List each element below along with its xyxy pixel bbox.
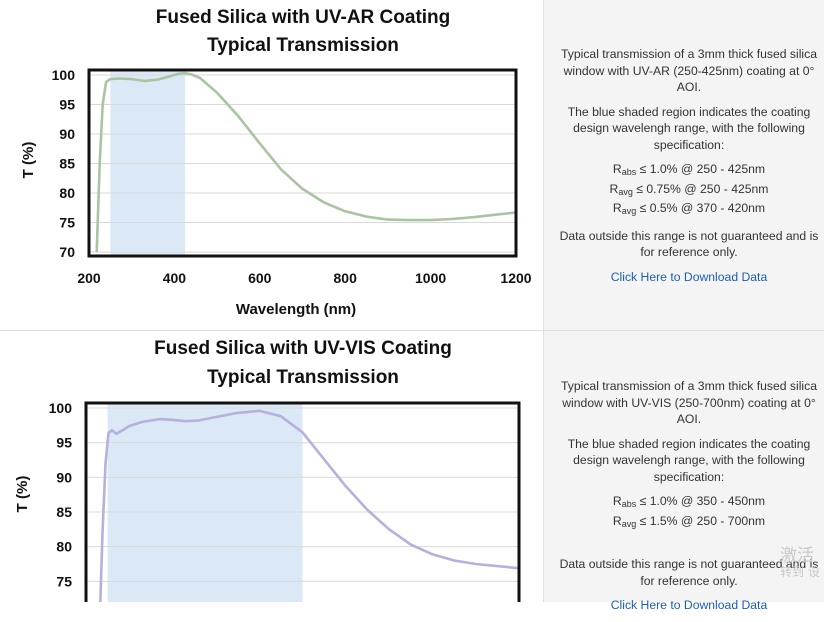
chart-uv-ar: Fused Silica with UV-AR Coating Typical …: [20, 7, 532, 318]
row-uv-ar: Fused Silica with UV-AR Coating Typical …: [0, 0, 824, 330]
row-divider: [0, 330, 824, 331]
shaded-note: The blue shaded region indicates the coa…: [567, 104, 811, 152]
coating-range-shade: [107, 403, 303, 602]
y-tick-label: 75: [59, 215, 75, 231]
x-tick-label: 200: [77, 270, 101, 286]
spec-line: Rabs ≤ 1.0% @ 250 - 425nm: [612, 162, 766, 177]
disclaimer: Data outside this range is not guarantee…: [559, 228, 819, 260]
transmission-line: [99, 409, 520, 602]
y-tick-label: 70: [59, 244, 75, 260]
chart-uv-vis: Fused Silica with UV-VIS Coating Typical…: [14, 338, 521, 602]
plot-frame: [84, 401, 521, 602]
x-axis-label: Wavelength (nm): [236, 301, 356, 318]
y-tick-label: 100: [49, 400, 73, 416]
y-axis-label: T (%): [20, 142, 37, 179]
spec-line: Ravg ≤ 0.75% @ 250 - 425nm: [609, 181, 769, 197]
x-tick-label: 600: [248, 270, 272, 286]
x-tick-label: 1000: [415, 270, 446, 286]
row-uv-vis: Fused Silica with UV-VIS Coating Typical…: [0, 331, 824, 612]
description: Typical transmission of a 3mm thick fuse…: [560, 379, 818, 426]
chart-subtitle: Typical Transmission: [207, 35, 399, 56]
spec-line: Ravg ≤ 0.5% @ 370 - 420nm: [612, 201, 766, 216]
spec-line: Ravg ≤ 1.5% @ 250 - 700nm: [612, 513, 766, 529]
chart-subtitle: Typical Transmission: [207, 367, 399, 388]
transmission-line: [95, 71, 517, 253]
chart-title: Fused Silica with UV-AR Coating: [156, 7, 451, 28]
y-tick-label: 85: [56, 504, 72, 520]
download-data-link[interactable]: Click Here to Download Data: [610, 269, 768, 284]
info-panel-uv-ar: Typical transmission of a 3mm thick fuse…: [543, 0, 824, 330]
chart-cell-uv-vis: Fused Silica with UV-VIS Coating Typical…: [0, 331, 543, 602]
y-tick-label: 95: [56, 435, 72, 451]
chart-title: Fused Silica with UV-VIS Coating: [154, 338, 452, 359]
shaded-note: The blue shaded region indicates the coa…: [567, 436, 811, 484]
y-tick-label: 90: [56, 469, 72, 485]
plot-frame: [87, 68, 518, 258]
x-tick-label: 400: [163, 270, 187, 286]
x-tick-label: 1200: [500, 270, 531, 286]
download-data-link[interactable]: Click Here to Download Data: [610, 598, 768, 612]
y-tick-label: 90: [59, 126, 75, 142]
info-panel-uv-vis: Typical transmission of a 3mm thick fuse…: [543, 331, 824, 612]
spec-line: Rabs ≤ 1.0% @ 350 - 450nm: [612, 494, 766, 509]
chart-cell-uv-ar: Fused Silica with UV-AR Coating Typical …: [0, 0, 543, 330]
description: Typical transmission of a 3mm thick fuse…: [560, 47, 818, 94]
x-tick-label: 800: [334, 270, 358, 286]
y-tick-label: 75: [56, 573, 72, 589]
y-tick-label: 95: [59, 97, 75, 113]
spec-list: Rabs ≤ 1.0% @ 250 - 425nm Ravg ≤ 0.75% @…: [554, 161, 824, 220]
y-tick-label: 80: [56, 539, 72, 555]
info-text: Typical transmission of a 3mm thick fuse…: [554, 46, 824, 293]
disclaimer: Data outside this range is not guarantee…: [559, 557, 819, 588]
spec-list: Rabs ≤ 1.0% @ 350 - 450nm Ravg ≤ 1.5% @ …: [554, 493, 824, 532]
y-tick-label: 85: [59, 156, 75, 172]
info-text: Typical transmission of a 3mm thick fuse…: [554, 378, 824, 622]
os-activation-watermark: 激活 转到 设: [780, 546, 820, 580]
y-axis-label: T (%): [14, 476, 31, 513]
y-tick-label: 80: [59, 185, 75, 201]
y-tick-label: 100: [52, 67, 76, 83]
